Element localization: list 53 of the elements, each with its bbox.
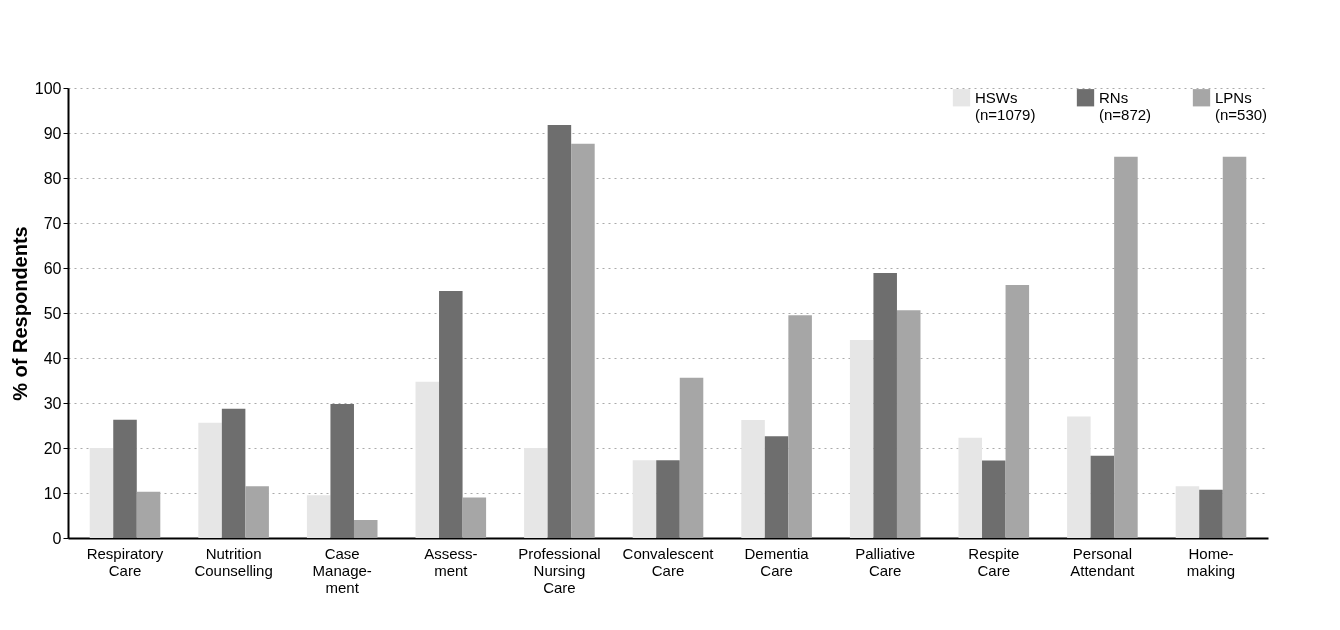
x-tick-label: Dementia Care xyxy=(744,544,810,579)
y-tick-label: 60 xyxy=(43,259,62,277)
y-tick-label: 30 xyxy=(43,394,62,412)
y-tick-label: 50 xyxy=(43,304,62,322)
y-tick-label: 40 xyxy=(43,349,62,367)
bar xyxy=(982,460,1006,538)
bar xyxy=(764,436,789,538)
y-axis-title: % of Respondents xyxy=(8,226,31,401)
bar xyxy=(1199,489,1223,538)
bar xyxy=(741,420,765,538)
y-tick-label: 90 xyxy=(43,124,62,142)
x-tick-label: Respiratory Care xyxy=(86,544,164,579)
bar xyxy=(547,124,572,538)
bar xyxy=(415,381,440,538)
bar xyxy=(656,460,680,538)
x-tick-label: Respite Care xyxy=(968,544,1020,579)
y-tick-label: 80 xyxy=(43,169,62,187)
bar xyxy=(113,419,137,538)
y-tick-label: 20 xyxy=(43,439,62,457)
bar xyxy=(198,422,222,538)
legend-label: HSWs (n=1079) xyxy=(975,88,1036,123)
bar xyxy=(958,437,983,538)
x-tick-label: Case Manage- ment xyxy=(312,544,372,596)
bar xyxy=(524,448,548,538)
bar xyxy=(306,495,331,538)
y-tick-label: 70 xyxy=(43,214,62,232)
bar xyxy=(245,486,269,538)
bar xyxy=(330,403,354,538)
bar xyxy=(439,290,463,538)
bar xyxy=(571,143,595,538)
x-tick-label: Convalescent Care xyxy=(622,544,715,579)
bar xyxy=(353,520,378,538)
bar xyxy=(1090,455,1115,538)
x-tick-label: Nutrition Counselling xyxy=(194,544,273,579)
bar xyxy=(849,340,874,538)
bar xyxy=(632,460,657,538)
bar xyxy=(1067,416,1091,538)
bar xyxy=(873,272,897,538)
legend-label: LPNs (n=530) xyxy=(1215,88,1268,123)
y-tick-label: 10 xyxy=(43,484,62,502)
bar xyxy=(1175,486,1200,538)
y-tick-label: 0 xyxy=(52,529,62,547)
bar xyxy=(462,497,487,538)
bar xyxy=(89,448,114,538)
x-tick-label: Assess- ment xyxy=(424,544,478,579)
x-tick-label: Palliative Care xyxy=(855,544,916,579)
x-tick-label: Personal Attendant xyxy=(1070,544,1136,579)
legend-label: RNs (n=872) xyxy=(1099,88,1152,123)
y-tick-label: 100 xyxy=(34,79,62,97)
bar xyxy=(679,377,704,538)
x-tick-label: Home- making xyxy=(1186,544,1236,579)
x-tick-label: Professional Nursing Care xyxy=(518,544,601,596)
bar xyxy=(221,408,246,538)
